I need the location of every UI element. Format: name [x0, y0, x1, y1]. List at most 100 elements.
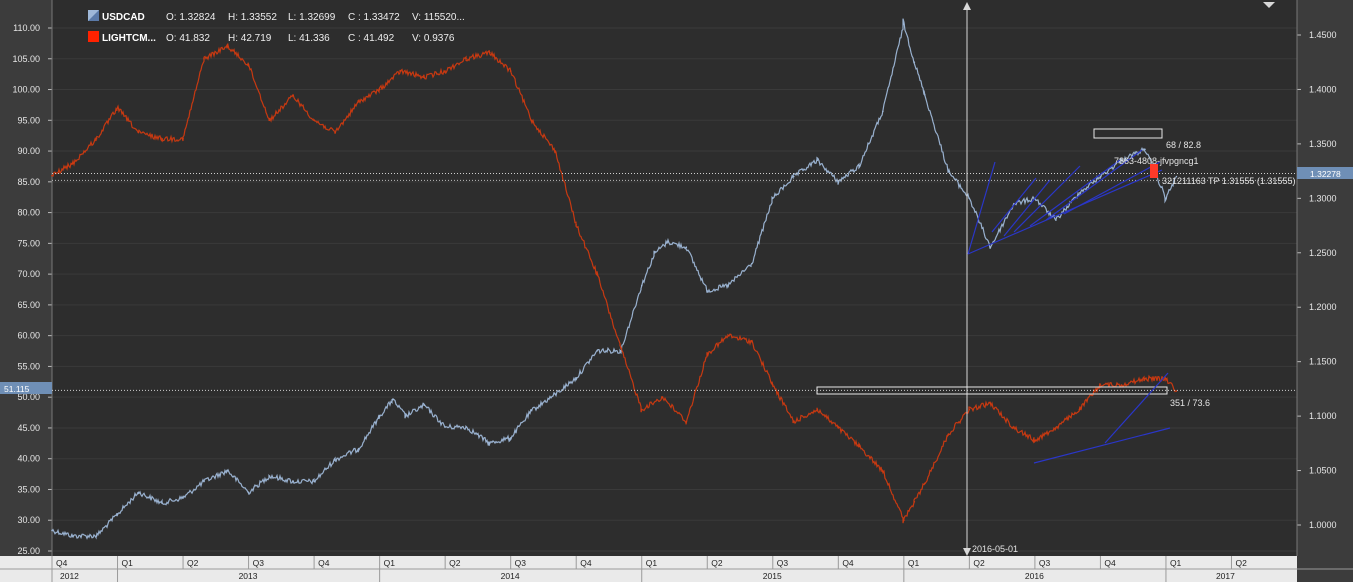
data-point [1078, 408, 1081, 411]
data-point [182, 137, 184, 140]
quarter-label: Q2 [1235, 558, 1247, 568]
quarter-label: Q1 [384, 558, 396, 568]
legend-lightcm-name: LIGHTCM... [102, 33, 156, 44]
data-point [313, 480, 315, 483]
data-point [1120, 159, 1123, 162]
upper-box [1093, 128, 1163, 139]
data-point [488, 51, 491, 54]
trend-line [991, 177, 1037, 233]
data-point [1034, 439, 1036, 442]
data-point [161, 137, 163, 140]
quarter-label: Q4 [56, 558, 68, 568]
quarter-label: Q1 [908, 558, 920, 568]
quarter-label: Q3 [777, 558, 789, 568]
left-current-label: 51.115 [4, 384, 30, 394]
legend-lightcm-close: C : 41.492 [348, 33, 395, 44]
data-point [792, 420, 795, 423]
data-point [465, 426, 467, 428]
plot-area[interactable] [52, 0, 1297, 556]
year-label: 2017 [1216, 571, 1235, 581]
data-point [1099, 175, 1102, 178]
data-point [837, 181, 840, 183]
data-point [882, 470, 884, 472]
trend-line [1045, 149, 1143, 221]
trend-line [1104, 372, 1169, 444]
data-point [95, 535, 98, 537]
date-marker-top-arrow [963, 2, 971, 10]
data-point [116, 513, 119, 515]
data-point [116, 107, 119, 109]
data-point [706, 353, 709, 355]
panel-menu-icon[interactable] [1263, 2, 1275, 8]
data-point [1120, 384, 1123, 386]
legend: USDCAD O: 1.32824 H: 1.33552 L: 1.32699 … [88, 10, 465, 44]
data-point [182, 496, 184, 499]
left-tick-label: 85.00 [17, 177, 40, 187]
left-tick-label: 45.00 [17, 423, 40, 433]
left-current-badge [0, 382, 52, 394]
legend-usdcad-low: L: 1.32699 [288, 12, 336, 23]
legend-usdcad-close: C : 1.33472 [348, 12, 400, 23]
quarter-label: Q2 [187, 558, 199, 568]
red-marker [1150, 164, 1158, 178]
data-point [509, 70, 512, 72]
time-axis: Q4 Q1 Q2 Q3 Q4 Q1 Q2 Q3 Q4 Q1 Q2 Q3 Q4 Q1 Q2 Q3 Q4 Q1 Q220… [0, 556, 1353, 582]
data-point [947, 170, 950, 172]
trend-line [1013, 165, 1081, 233]
data-point [727, 284, 730, 287]
left-tick-label: 105.00 [12, 54, 40, 64]
right-tick-label: 1.3000 [1309, 193, 1337, 203]
data-point [268, 119, 271, 122]
data-point [968, 408, 971, 411]
legend-usdcad-volume: V: 115520... [412, 12, 465, 23]
data-point [334, 131, 336, 134]
data-point [72, 162, 74, 165]
year-label: 2016 [1025, 571, 1044, 581]
data-point [858, 445, 861, 448]
left-tick-label: 25.00 [17, 546, 40, 556]
data-point [968, 197, 971, 200]
data-point [903, 519, 905, 522]
legend-usdcad-name: USDCAD [102, 12, 145, 23]
data-point [619, 349, 622, 352]
data-point [203, 480, 205, 483]
right-tick-label: 1.2000 [1309, 302, 1337, 312]
data-point [661, 396, 664, 398]
data-point [924, 482, 926, 485]
data-point [268, 475, 271, 477]
data-point [378, 415, 381, 417]
data-point [1099, 384, 1102, 386]
data-point [530, 119, 533, 122]
year-label: 2015 [763, 571, 782, 581]
grid [52, 27, 1297, 552]
data-point [706, 290, 709, 292]
data-point [816, 159, 819, 162]
data-point [357, 447, 360, 450]
data-point [357, 101, 360, 103]
data-point [903, 23, 905, 25]
data-point [554, 150, 557, 152]
data-point [1165, 197, 1167, 200]
right-tick-label: 1.4500 [1309, 30, 1337, 40]
data-point [816, 408, 819, 411]
data-point [334, 458, 336, 461]
data-point [292, 94, 294, 97]
quarter-label: Q1 [1170, 558, 1182, 568]
left-tick-label: 55.00 [17, 361, 40, 371]
data-point [596, 273, 598, 275]
data-point [640, 284, 643, 287]
data-point [924, 94, 926, 96]
data-point [137, 131, 140, 134]
data-point [226, 469, 229, 472]
series-layer [51, 18, 1178, 540]
quarter-label: Q1 [122, 558, 134, 568]
annotation-layer [52, 2, 1297, 556]
trend-line [967, 169, 1163, 255]
right-tick-label: 1.0500 [1309, 466, 1337, 476]
data-point [1013, 427, 1015, 429]
data-point [1175, 390, 1178, 392]
quarter-label: Q3 [515, 558, 527, 568]
year-label: 2012 [60, 571, 79, 581]
